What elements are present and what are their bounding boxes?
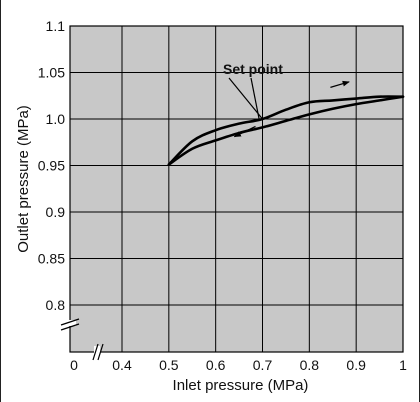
x-tick-label: 0.4 [112,357,132,373]
y-tick-label: 0.95 [38,158,65,174]
y-axis-break-mark [60,318,80,326]
tick-labels: 0.4 0.5 0.6 0.7 0.8 0.9 1 0 0.8 0.85 0.9 0.95 1.0 1.0… [38,18,407,373]
y-tick-label: 0.8 [46,297,66,313]
x-origin-label: 0 [70,357,78,373]
x-axis-break-gap [94,346,100,358]
x-axis-break-mark [92,343,99,361]
direction-arrow-decreasing [233,125,256,138]
y-axis-title: Outlet pressure (MPa) [15,105,32,253]
y-axis-break-mark [60,323,80,331]
plot-area [70,26,403,352]
x-tick-label: 0.5 [159,357,179,373]
x-tick-label: 0.8 [300,357,320,373]
y-tick-label: 0.9 [46,204,66,220]
set-point-leader-line [228,77,263,120]
annotations: Set point [223,61,350,138]
axis-breaks [60,318,104,361]
y-axis-break-gap [64,320,76,326]
x-tick-label: 0.9 [346,357,366,373]
x-axis-break-mark [97,343,104,361]
y-tick-label: 1.05 [38,65,65,81]
y-tick-label: 0.85 [38,251,65,267]
x-tick-label: 0.6 [206,357,226,373]
x-axis-title: Inlet pressure (MPa) [173,377,309,394]
data-series [167,95,405,166]
set-point-leader-line [250,77,261,122]
series-line-decreasing [167,95,405,166]
series-line-increasing [167,95,405,166]
direction-arrow-increasing [330,80,350,88]
axes [69,25,404,353]
y-tick-label: 1.1 [46,18,66,34]
x-tick-label: 1 [399,357,407,373]
x-tick-label: 0.7 [253,357,273,373]
plot-border [69,25,404,353]
y-tick-label: 1.0 [46,111,66,127]
set-point-label: Set point [223,61,283,77]
